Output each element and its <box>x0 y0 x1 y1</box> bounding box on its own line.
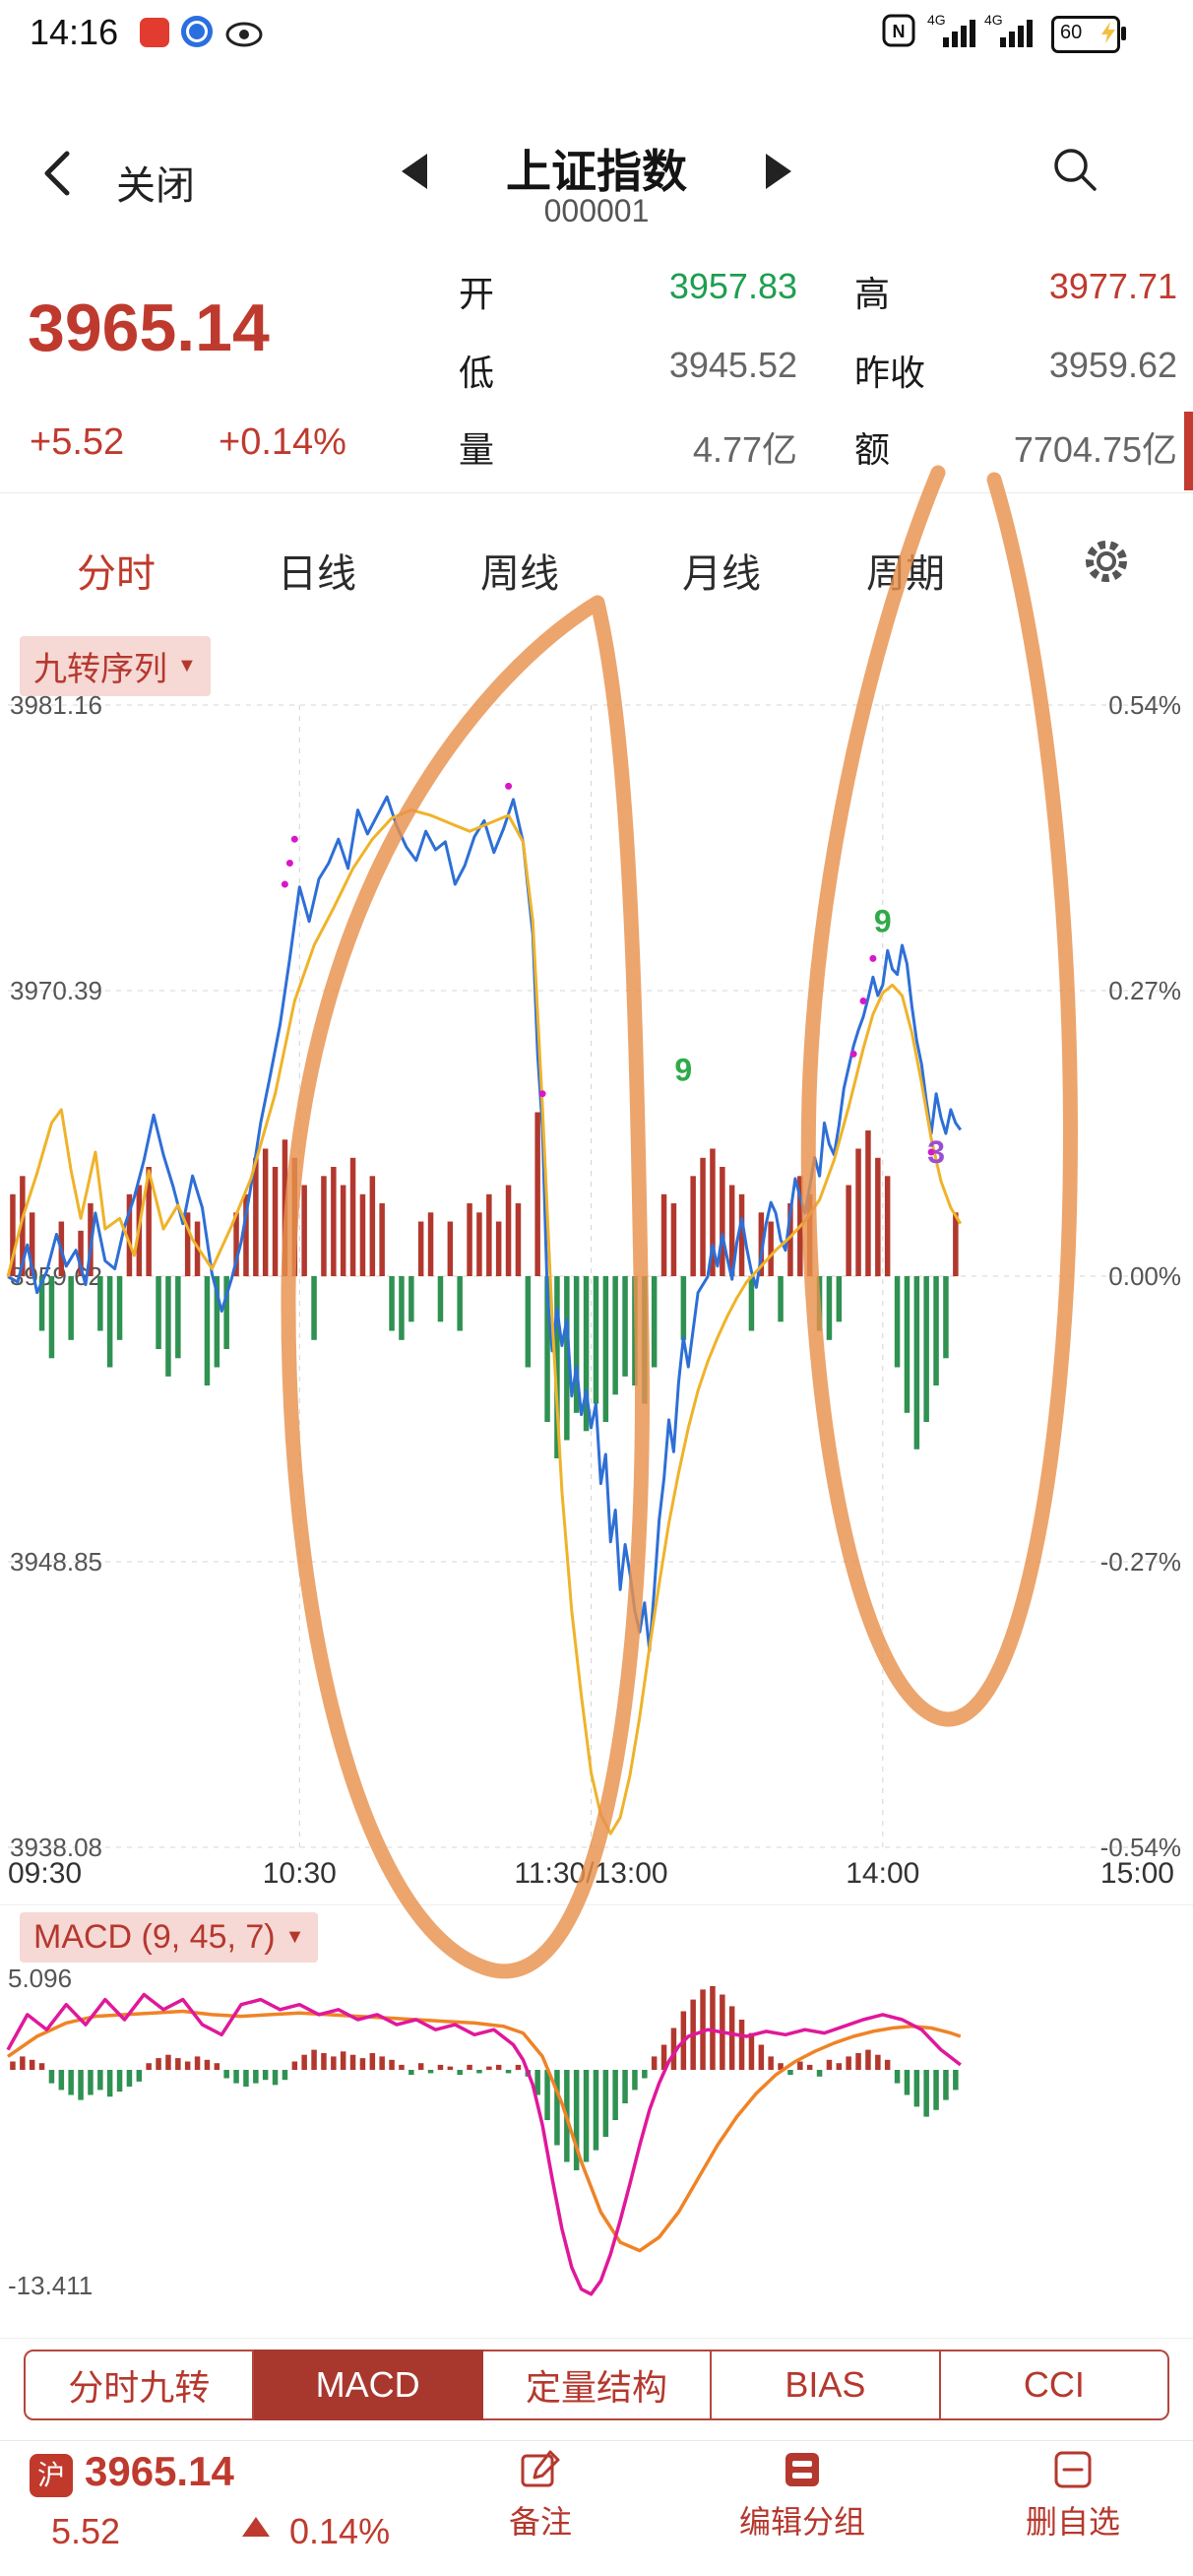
last-price: 3965.14 <box>28 290 270 365</box>
price-up-triangle-icon <box>242 2517 270 2537</box>
svg-text:-0.54%: -0.54% <box>1100 1833 1181 1862</box>
tab-macd[interactable]: MACD <box>254 2350 483 2420</box>
intraday-chart[interactable]: 3981.163970.393959.623948.853938.080.54%… <box>0 689 1193 1905</box>
prev-stock-icon[interactable] <box>402 154 427 189</box>
nine-turn-label: 九转序列 <box>33 651 167 688</box>
high-value: 3977.71 <box>1048 266 1177 306</box>
svg-text:14:00: 14:00 <box>846 1857 919 1890</box>
indicator-tab-bar: 分时九转 MACD 定量结构 BIAS CCI <box>24 2350 1170 2420</box>
signal-icon-sim1: 4G <box>927 12 975 47</box>
tab-bias[interactable]: BIAS <box>712 2350 941 2420</box>
bottom-change: 5.52 <box>51 2511 121 2551</box>
svg-text:-13.411: -13.411 <box>8 2271 93 2300</box>
note-edit-icon <box>521 2450 560 2487</box>
nfc-icon: N <box>882 14 915 47</box>
svg-text:0.00%: 0.00% <box>1108 1261 1181 1291</box>
open-label: 开 <box>459 274 495 314</box>
svg-text:0.27%: 0.27% <box>1108 976 1181 1005</box>
svg-text:4G: 4G <box>927 12 946 28</box>
nine-turn-dropdown[interactable]: 九转序列 ▼ <box>20 636 211 696</box>
market-badge: 沪 <box>30 2454 73 2497</box>
svg-text:0.54%: 0.54% <box>1108 690 1181 720</box>
chevron-down-icon: ▼ <box>177 655 197 676</box>
divider <box>0 492 1193 493</box>
svg-text:5.096: 5.096 <box>8 1964 72 1993</box>
low-value: 3945.52 <box>668 345 797 385</box>
tab-intraday-nine[interactable]: 分时九转 <box>24 2350 255 2420</box>
svg-text:15:00: 15:00 <box>1100 1857 1174 1890</box>
tab-monthly[interactable]: 月线 <box>682 552 761 596</box>
edit-group-label: 编辑分组 <box>738 2504 865 2540</box>
volume-label: 量 <box>459 429 495 470</box>
price-change-percent: +0.14% <box>219 421 346 463</box>
amount-value: 7704.75亿 <box>1013 429 1177 470</box>
back-icon[interactable] <box>39 148 73 199</box>
svg-text:3970.39: 3970.39 <box>10 976 102 1005</box>
svg-text:-0.27%: -0.27% <box>1100 1547 1181 1577</box>
macd-dropdown[interactable]: MACD (9, 45, 7) ▼ <box>20 1912 319 1963</box>
tab-cci[interactable]: CCI <box>940 2350 1170 2420</box>
open-value: 3957.83 <box>668 266 797 306</box>
svg-text:3948.85: 3948.85 <box>10 1547 102 1577</box>
app-badge-icon <box>140 18 169 47</box>
battery-icon: 60 <box>1051 16 1126 53</box>
price-change: +5.52 <box>30 421 125 463</box>
amount-label: 额 <box>854 429 891 470</box>
gear-icon[interactable] <box>1081 536 1132 587</box>
signal-icon-sim2: 4G <box>984 12 1033 47</box>
page-title: 上证指数 <box>506 146 687 197</box>
macd-label: MACD (9, 45, 7) <box>33 1918 276 1956</box>
status-time: 14:16 <box>30 12 119 52</box>
high-label: 高 <box>854 274 891 314</box>
tab-weekly[interactable]: 周线 <box>480 552 559 596</box>
note-label: 备注 <box>508 2504 572 2540</box>
macd-chart[interactable]: 5.096 -13.411 <box>0 1962 1193 2301</box>
svg-text:10:30: 10:30 <box>263 1857 337 1890</box>
bottom-bar <box>0 2440 1193 2576</box>
prev-close-label: 昨收 <box>854 353 926 393</box>
bottom-price: 3965.14 <box>85 2448 234 2494</box>
search-icon[interactable] <box>1047 142 1102 197</box>
svg-text:09:30: 09:30 <box>8 1857 82 1890</box>
divider <box>0 2338 1193 2339</box>
remove-watchlist-button[interactable]: 删自选 <box>989 2448 1157 2556</box>
volume-value: 4.77亿 <box>692 429 797 470</box>
svg-text:11:30/13:00: 11:30/13:00 <box>514 1857 667 1890</box>
divider <box>0 1904 1193 1905</box>
scroll-indicator <box>1184 412 1193 490</box>
svg-text:3938.08: 3938.08 <box>10 1833 102 1862</box>
close-button[interactable]: 关闭 <box>116 164 195 208</box>
stock-code: 000001 <box>543 193 650 228</box>
svg-text:9: 9 <box>874 904 892 939</box>
svg-text:N: N <box>893 22 906 41</box>
tab-quant-structure[interactable]: 定量结构 <box>482 2350 713 2420</box>
battery-percent: 60 <box>1060 22 1083 43</box>
svg-text:3: 3 <box>927 1134 945 1170</box>
group-grid-icon <box>785 2453 819 2486</box>
charging-bolt-icon <box>1101 22 1115 43</box>
eye-icon <box>225 22 263 47</box>
remove-watchlist-label: 删自选 <box>1025 2504 1120 2540</box>
prev-close-value: 3959.62 <box>1048 345 1177 385</box>
next-stock-icon[interactable] <box>766 154 791 189</box>
tab-period[interactable]: 周期 <box>866 552 945 596</box>
low-label: 低 <box>459 353 495 393</box>
edit-group-button[interactable]: 编辑分组 <box>719 2448 886 2556</box>
tab-daily[interactable]: 日线 <box>278 552 356 596</box>
minus-square-icon <box>1054 2451 1092 2488</box>
app-circle-icon <box>181 16 213 47</box>
svg-text:3981.16: 3981.16 <box>10 690 102 720</box>
svg-text:9: 9 <box>674 1052 692 1087</box>
tab-intraday[interactable]: 分时 <box>77 552 156 596</box>
bottom-change-percent: 0.14% <box>289 2511 391 2551</box>
chevron-down-icon: ▼ <box>284 1926 305 1948</box>
note-button[interactable]: 备注 <box>470 2448 611 2556</box>
svg-text:4G: 4G <box>984 12 1003 28</box>
